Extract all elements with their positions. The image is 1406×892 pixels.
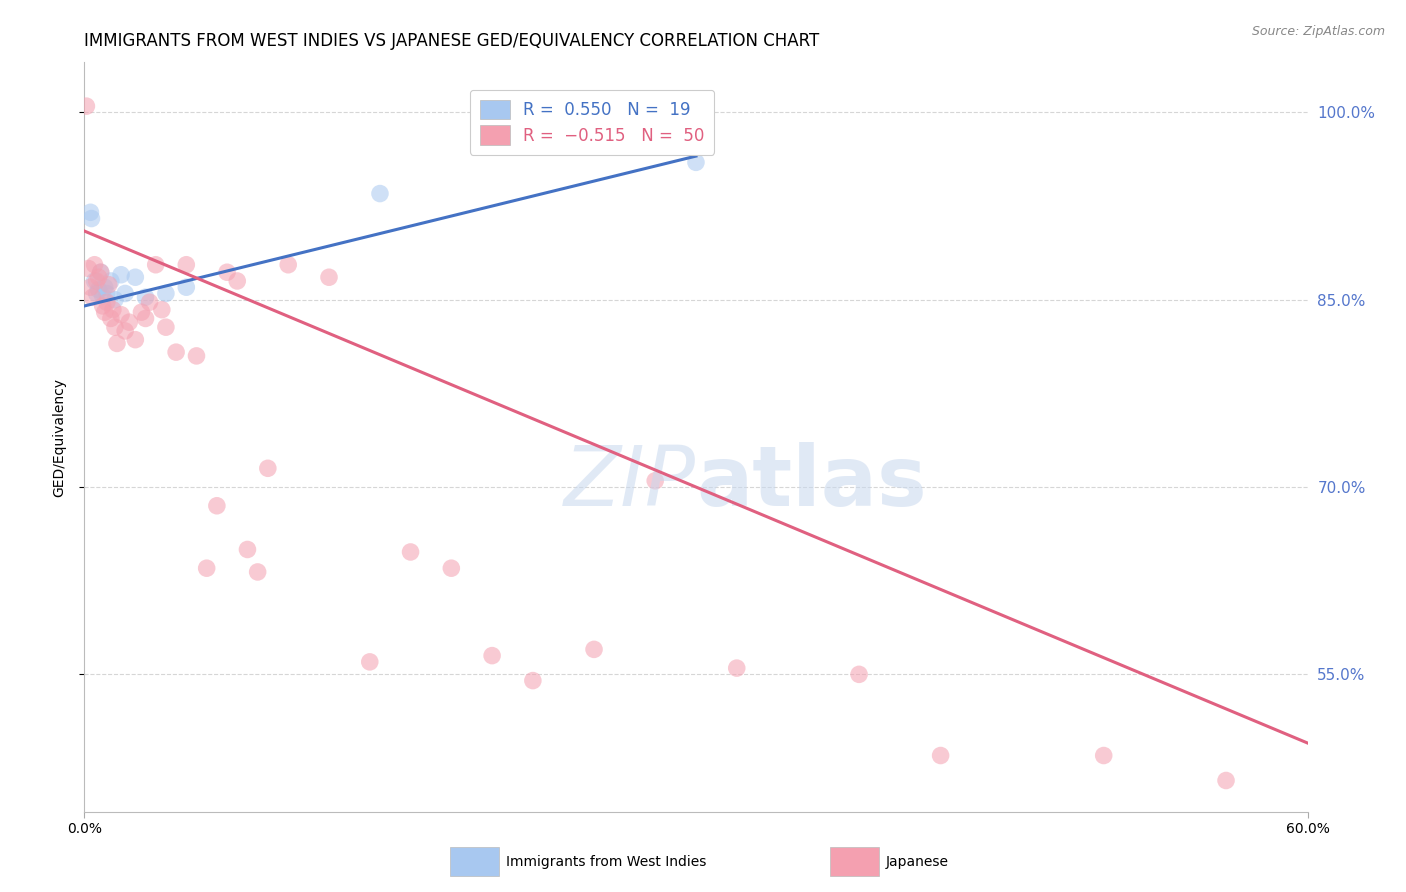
Point — [174, 258, 197, 272]
Point — [359, 655, 381, 669]
Point — [150, 302, 173, 317]
Point — [929, 748, 952, 763]
FancyBboxPatch shape — [450, 847, 499, 876]
Point — [1092, 748, 1115, 763]
Point — [583, 642, 606, 657]
Point — [155, 320, 177, 334]
Point — [205, 499, 228, 513]
Point — [257, 461, 280, 475]
Y-axis label: GED/Equivalency: GED/Equivalency — [52, 377, 66, 497]
Point — [522, 673, 544, 688]
Point — [90, 265, 112, 279]
Point — [114, 286, 136, 301]
Point — [114, 324, 136, 338]
Point — [86, 286, 108, 301]
Point — [131, 305, 153, 319]
Text: Source: ZipAtlas.com: Source: ZipAtlas.com — [1251, 25, 1385, 38]
Point — [318, 270, 340, 285]
Point — [91, 299, 114, 313]
Point — [91, 289, 114, 303]
Point — [93, 280, 115, 294]
Point — [399, 545, 422, 559]
Point — [110, 308, 132, 322]
Point — [101, 302, 124, 317]
Point — [79, 205, 101, 219]
Point — [848, 667, 870, 681]
Point — [118, 315, 141, 329]
Point — [104, 293, 127, 307]
Point — [124, 333, 146, 347]
Point — [246, 565, 269, 579]
Point — [1215, 773, 1237, 788]
Point — [86, 274, 108, 288]
Point — [155, 286, 177, 301]
Point — [97, 277, 120, 292]
Text: atlas: atlas — [696, 442, 927, 523]
Point — [87, 270, 110, 285]
Point — [368, 186, 391, 201]
Point — [100, 311, 122, 326]
Point — [174, 280, 197, 294]
Point — [105, 336, 128, 351]
Point — [481, 648, 503, 663]
FancyBboxPatch shape — [830, 847, 879, 876]
Point — [135, 290, 157, 304]
Point — [440, 561, 463, 575]
Point — [83, 274, 105, 288]
Point — [685, 155, 707, 169]
Text: IMMIGRANTS FROM WEST INDIES VS JAPANESE GED/EQUIVALENCY CORRELATION CHART: IMMIGRANTS FROM WEST INDIES VS JAPANESE … — [84, 32, 820, 50]
Point — [226, 274, 249, 288]
Point — [82, 290, 104, 304]
Legend: R =  0.550   N =  19, R =  −0.515   N =  50: R = 0.550 N = 19, R = −0.515 N = 50 — [470, 89, 714, 154]
Text: ZIP: ZIP — [564, 442, 696, 523]
Text: Immigrants from West Indies: Immigrants from West Indies — [506, 855, 707, 869]
Point — [77, 261, 100, 276]
Text: Japanese: Japanese — [886, 855, 949, 869]
Point — [186, 349, 208, 363]
Point — [195, 561, 218, 575]
Point — [80, 211, 103, 226]
Point — [236, 542, 259, 557]
Point — [145, 258, 167, 272]
Point — [79, 280, 101, 294]
Point — [93, 305, 115, 319]
Point — [124, 270, 146, 285]
Point — [90, 265, 112, 279]
Point — [87, 283, 110, 297]
Point — [165, 345, 187, 359]
Point — [217, 265, 239, 279]
Point — [644, 474, 666, 488]
Point — [83, 258, 105, 272]
Point — [110, 268, 132, 282]
Point — [104, 320, 127, 334]
Point — [138, 295, 160, 310]
Point — [725, 661, 748, 675]
Point — [75, 99, 97, 113]
Point — [96, 295, 118, 310]
Point — [135, 311, 157, 326]
Point — [96, 286, 118, 301]
Point — [277, 258, 299, 272]
Point — [100, 274, 122, 288]
